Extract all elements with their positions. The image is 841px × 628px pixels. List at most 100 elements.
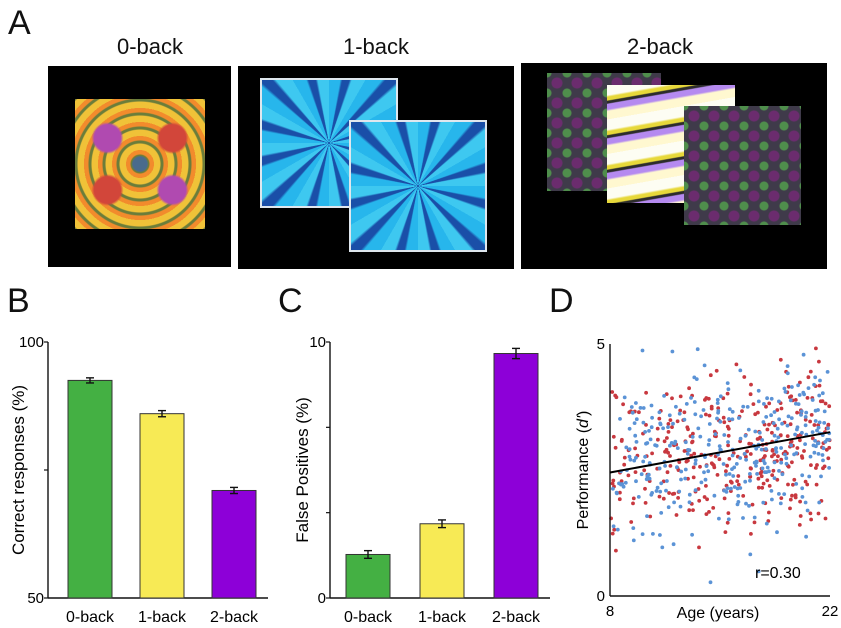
scatter-point: [793, 432, 797, 437]
scatter-point: [823, 516, 828, 521]
scatter-point: [640, 348, 645, 353]
scatter-point: [692, 400, 697, 404]
scatter-point: [797, 393, 802, 397]
scatter-point: [729, 486, 733, 491]
scatter-point: [816, 441, 821, 446]
scatter-point: [822, 421, 827, 425]
scatter-point: [641, 459, 646, 464]
scatter-point: [726, 443, 730, 448]
scatter-point: [706, 469, 711, 474]
scatter-point: [716, 406, 721, 410]
y-tick-label: 5: [597, 336, 605, 353]
scatter-point: [756, 399, 761, 404]
scatter-point: [738, 436, 743, 441]
scatter-point: [749, 382, 753, 387]
scatter-point: [812, 450, 817, 455]
scatter-point: [798, 514, 803, 518]
chart-d: 8 22 5 0 Age (years) Performance (d') r=0.30: [575, 336, 838, 622]
scatter-point: [798, 380, 802, 385]
scatter-point: [667, 413, 672, 418]
scatter-point: [620, 437, 624, 442]
scatter-point: [704, 484, 708, 488]
scatter-point: [805, 482, 810, 487]
scatter-point: [803, 479, 808, 484]
scatter-point: [753, 429, 758, 434]
scatter-point: [736, 493, 741, 498]
scatter-point: [711, 506, 716, 510]
scatter-point: [804, 410, 809, 415]
scatter-point: [827, 404, 832, 409]
scatter-point: [751, 402, 756, 406]
scatter-point: [725, 463, 729, 468]
bar-2-back: [493, 353, 539, 599]
scatter-point: [632, 458, 637, 463]
scatter-point: [724, 490, 729, 494]
scatter-point: [665, 470, 670, 475]
scatter-point: [789, 443, 793, 448]
scatter-point: [679, 477, 683, 482]
scatter-point: [798, 438, 802, 443]
scatter-point: [627, 447, 632, 452]
scatter-point: [762, 461, 767, 466]
scatter-point: [693, 412, 698, 417]
x-tick-label: 8: [606, 603, 614, 620]
scatter-point: [790, 460, 794, 465]
scatter-point: [724, 472, 728, 477]
scatter-point: [648, 514, 653, 519]
scatter-point: [772, 452, 776, 457]
scatter-point: [640, 532, 645, 536]
scatter-point: [670, 349, 675, 354]
x-tick-label: 0-back: [66, 609, 115, 626]
scatter-point: [655, 485, 660, 490]
y-axis-label-italic: d': [575, 415, 592, 428]
scatter-point: [791, 482, 795, 487]
scatter-point: [770, 473, 775, 477]
scatter-point: [704, 464, 709, 468]
scatter-point: [631, 526, 636, 530]
stimulus-panel-1-back: [238, 66, 514, 269]
scatter-point: [678, 394, 683, 399]
scatter-point: [731, 474, 736, 478]
title-1-back: 1-back: [342, 34, 410, 59]
scatter-point: [661, 496, 666, 501]
scatter-point: [799, 413, 803, 417]
scatter-point: [687, 508, 692, 513]
scatter-point: [754, 446, 759, 451]
scatter-point: [775, 408, 780, 412]
scatter-point: [697, 545, 701, 550]
scatter-point: [614, 548, 618, 553]
scatter-point: [806, 375, 811, 380]
scatter-point: [793, 398, 798, 402]
scatter-point: [670, 425, 674, 429]
scatter-point: [795, 446, 800, 450]
scatter-point: [806, 386, 811, 390]
scatter-point: [760, 466, 765, 471]
scatter-point: [704, 412, 708, 417]
scatter-point: [641, 420, 646, 425]
scatter-point: [803, 417, 808, 422]
scatter-point: [820, 399, 825, 404]
scatter-point: [747, 441, 752, 446]
fractal-tile-kaleidoscope-front: [684, 106, 801, 225]
scatter-point: [611, 524, 616, 529]
scatter-point: [684, 402, 689, 406]
scatter-point: [666, 422, 671, 426]
scatter-point: [627, 454, 632, 459]
scatter-point: [786, 414, 791, 419]
scatter-point: [827, 437, 831, 442]
fractal-tile-blue-front: [349, 120, 487, 252]
scatter-point: [653, 443, 657, 447]
scatter-point: [726, 387, 731, 392]
scatter-point: [813, 438, 817, 443]
scatter-point: [631, 501, 635, 506]
scatter-point: [722, 420, 727, 425]
scatter-point: [772, 460, 777, 465]
scatter-point: [644, 423, 648, 427]
scatter-point: [821, 446, 826, 451]
scatter-point: [822, 409, 827, 414]
scatter-point: [691, 475, 696, 480]
scatter-point: [623, 480, 628, 485]
scatter-point: [670, 492, 675, 496]
chart-b: 100 50 Correct responses (%) 0-back 1-back 2-…: [9, 334, 268, 626]
scatter-point: [769, 396, 774, 401]
